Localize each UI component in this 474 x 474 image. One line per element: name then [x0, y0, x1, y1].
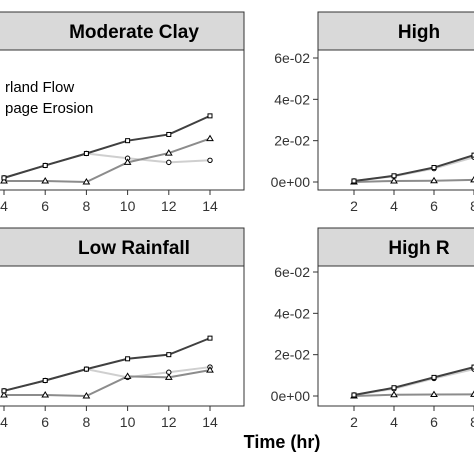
series-line-series-3	[353, 178, 474, 183]
data-point	[164, 373, 173, 380]
data-point	[41, 390, 50, 398]
data-point	[123, 158, 132, 165]
data-point	[390, 390, 398, 398]
series-line-series-3	[353, 393, 474, 397]
panel-border	[0, 49, 245, 191]
panels-layer: Moderate Clay 4 6 8 10 12 14 High 2 4 6 8 0e+00 2e-02…	[0, 11, 474, 430]
x-tick-label: 14	[202, 198, 218, 214]
data-point	[207, 157, 213, 164]
series-line-overland-flow	[3, 114, 211, 179]
x-tick-label: 8	[83, 198, 91, 214]
data-point	[0, 176, 8, 184]
data-point	[42, 162, 48, 168]
x-tick-label: 8	[470, 414, 474, 430]
data-point	[391, 173, 397, 179]
y-tick-label: 0e+00	[271, 388, 311, 404]
data-point	[0, 390, 8, 398]
x-tick-label: 4	[390, 414, 398, 430]
x-tick-label: 6	[41, 198, 49, 214]
x-tick-label: 6	[430, 414, 438, 430]
data-point	[391, 385, 397, 391]
data-point	[471, 364, 474, 370]
data-point	[166, 131, 172, 137]
y-tick-label: 6e-02	[274, 264, 310, 280]
series-line-series-1	[353, 154, 474, 182]
panel-border	[317, 265, 474, 407]
panel-high-r: High R 2 4 6 8 0e+00 2e-02 4e-02 6e-02	[271, 227, 474, 430]
data-point	[431, 165, 437, 171]
data-point	[470, 175, 474, 183]
data-point	[82, 178, 91, 185]
data-point	[207, 335, 213, 341]
data-point	[82, 392, 91, 399]
x-tick-label: 4	[390, 198, 398, 214]
strip-label: High	[398, 22, 440, 43]
data-point	[470, 390, 474, 397]
panel-border	[317, 49, 474, 191]
y-tick-label: 6e-02	[274, 50, 310, 66]
x-tick-label: 8	[470, 198, 474, 214]
data-point	[125, 356, 131, 362]
data-point	[1, 175, 7, 181]
panel-low-rainfall: Low Rainfall 4 6 8 10 12 14	[0, 227, 245, 430]
x-tick-label: 2	[350, 198, 358, 214]
data-point	[1, 388, 7, 394]
data-point	[166, 352, 172, 358]
x-tick-label: 14	[202, 414, 218, 430]
legend-entry-seepage-erosion: page Erosion	[5, 100, 93, 117]
strip-high-r	[317, 227, 474, 267]
panel-border	[0, 265, 245, 407]
data-point	[431, 374, 437, 380]
data-point	[83, 366, 89, 372]
data-point	[390, 176, 398, 184]
x-tick-label: 4	[0, 198, 8, 214]
x-tick-label: 12	[161, 198, 177, 214]
strip-label: High R	[388, 238, 449, 259]
data-point	[351, 392, 357, 398]
series-line-series-3	[4, 369, 211, 398]
y-tick-label: 2e-02	[274, 133, 310, 149]
legend-entry-overland-flow: rland Flow	[5, 79, 74, 96]
data-point	[471, 152, 474, 158]
data-point	[166, 159, 172, 166]
x-tick-label: 6	[430, 198, 438, 214]
strip-moderate-clay	[0, 11, 245, 51]
data-point	[125, 138, 131, 144]
strip-label: Moderate Clay	[69, 22, 199, 43]
y-tick-label: 4e-02	[274, 305, 310, 321]
data-point	[41, 176, 50, 184]
series-line-series-1	[3, 337, 211, 392]
panel-moderate-clay: Moderate Clay 4 6 8 10 12 14	[0, 11, 245, 214]
x-tick-label: 2	[350, 414, 358, 430]
data-point	[42, 378, 48, 383]
x-axis-label: Time (hr)	[244, 432, 321, 452]
y-tick-label: 0e+00	[271, 174, 311, 190]
x-tick-label: 12	[161, 414, 177, 430]
x-tick-label: 10	[120, 198, 136, 214]
x-tick-label: 10	[120, 414, 136, 430]
series-line-series-3	[4, 137, 211, 184]
strip-high	[317, 11, 474, 51]
data-point	[206, 366, 214, 373]
x-tick-label: 6	[41, 414, 49, 430]
strip-label: Low Rainfall	[78, 238, 190, 259]
data-point	[351, 178, 357, 184]
data-point	[164, 149, 173, 156]
data-point	[83, 150, 89, 156]
x-tick-label: 4	[0, 414, 8, 430]
data-point	[207, 113, 213, 119]
data-point	[430, 176, 438, 184]
y-tick-label: 4e-02	[274, 91, 310, 107]
x-tick-label: 8	[83, 414, 91, 430]
series-line-seepage-erosion	[3, 152, 211, 179]
legend: rland Flow page Erosion	[5, 79, 93, 117]
data-point	[206, 134, 214, 142]
data-point	[430, 390, 438, 398]
panel-high: High 2 4 6 8 0e+00 2e-02 4e-02 6e-02	[271, 11, 474, 214]
y-tick-label: 2e-02	[274, 347, 310, 363]
data-point	[123, 372, 132, 379]
series-line-series-1	[353, 366, 474, 396]
